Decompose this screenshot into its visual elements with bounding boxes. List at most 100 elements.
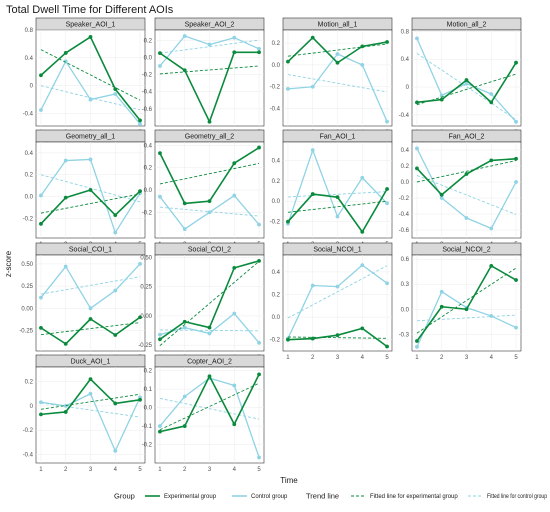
data-point-control xyxy=(207,210,212,215)
facet-label: Social_COI_2 xyxy=(188,247,231,254)
y-tick-label: 0.2 xyxy=(272,41,281,47)
trend-line-experimental xyxy=(416,160,517,183)
y-tick-label: 0.2 xyxy=(144,38,153,44)
facet-label: Social_NCOI_1 xyxy=(313,247,361,254)
data-point-control xyxy=(464,81,469,86)
data-point-control xyxy=(158,194,162,199)
data-point-experimental xyxy=(489,263,494,268)
data-point-experimental xyxy=(207,119,212,124)
data-point-control xyxy=(232,35,237,40)
data-point-experimental xyxy=(489,158,494,163)
data-point-control xyxy=(335,52,340,56)
data-point-control xyxy=(207,331,212,336)
data-point-experimental xyxy=(439,304,444,309)
data-point-experimental xyxy=(182,424,187,428)
data-point-experimental xyxy=(113,213,118,217)
y-tick-label: 0.1 xyxy=(144,387,153,393)
data-point-control xyxy=(207,42,212,47)
x-tick-label: 3 xyxy=(89,467,93,473)
y-tick-label: -0.6 xyxy=(142,107,153,113)
data-point-control xyxy=(439,196,444,200)
legend-label-fitted-experimental: Fitted line for experimental group xyxy=(370,494,458,500)
data-point-experimental xyxy=(232,265,237,270)
data-point-experimental xyxy=(464,172,469,176)
x-tick-label: 2 xyxy=(183,467,187,473)
data-point-experimental xyxy=(335,333,340,338)
facet-label: Social_NCOI_2 xyxy=(442,247,490,254)
x-tick-label: 4 xyxy=(490,355,494,361)
x-tick-label: 1 xyxy=(39,467,43,473)
panel-Duck_AOI_1: Duck_AOI_1 -0.4 -0.2 0 0.2 1 2 3 4 5 xyxy=(23,354,146,473)
data-point-experimental xyxy=(257,258,261,263)
data-point-experimental xyxy=(39,73,43,78)
panels-area: Speaker_AOI_1 -0.4 0 0.4 0.8 1 2 3 4 5 Speaker_AOI… xyxy=(19,17,522,473)
data-point-experimental xyxy=(182,201,187,206)
y-tick-label: -0.4 xyxy=(23,452,34,458)
y-tick-label: 0.2 xyxy=(272,179,281,185)
legend-label-experimental: Experimental group xyxy=(164,494,217,500)
y-tick-label: 0.00 xyxy=(140,314,152,320)
y-tick-label: 0.8 xyxy=(25,28,34,34)
facet-label: Duck_AOI_1 xyxy=(71,359,111,366)
data-point-experimental xyxy=(464,78,469,82)
legend: Group Experimental group Control group Tren… xyxy=(114,492,548,501)
y-tick-label: 0.3 xyxy=(401,282,410,288)
data-point-control xyxy=(182,394,187,399)
facet-label: Speaker_AOI_2 xyxy=(185,22,235,29)
data-point-experimental xyxy=(207,325,212,330)
data-point-experimental xyxy=(63,341,68,346)
x-tick-label: 3 xyxy=(465,355,469,361)
data-point-control xyxy=(439,289,444,294)
y-tick-label: 0.0 xyxy=(144,188,153,194)
legend-trend-title: Trend line xyxy=(306,492,339,501)
y-tick-label: 0.25 xyxy=(21,284,33,290)
y-tick-label: 0.4 xyxy=(25,56,34,62)
data-point-experimental xyxy=(207,374,212,379)
x-tick-label: 3 xyxy=(208,467,212,473)
y-axis-title: z-score xyxy=(4,250,13,277)
data-point-experimental xyxy=(310,35,315,40)
data-point-experimental xyxy=(286,59,290,64)
y-tick-label: -0.4 xyxy=(23,111,34,117)
y-tick-label: 0.4 xyxy=(272,158,281,164)
y-tick-label: 0 xyxy=(30,84,34,90)
x-tick-label: 1 xyxy=(158,467,162,473)
y-tick-label: 0.0 xyxy=(272,199,281,205)
data-point-control xyxy=(514,180,518,184)
trend-line-control xyxy=(287,265,388,319)
data-point-control xyxy=(360,263,365,268)
data-point-control xyxy=(39,108,43,112)
data-point-experimental xyxy=(113,333,118,337)
x-tick-label: 4 xyxy=(233,467,237,473)
data-point-experimental xyxy=(415,339,419,343)
x-tick-label: 5 xyxy=(385,355,389,361)
data-point-control xyxy=(113,92,118,96)
panel-Social_NCOI_1: Social_NCOI_1 -0.2 0.0 0.2 0.4 1 2 3 4 5 xyxy=(270,242,393,361)
data-point-control xyxy=(158,64,162,68)
data-point-experimental xyxy=(360,229,365,234)
data-point-experimental xyxy=(158,429,162,434)
data-point-control xyxy=(113,288,118,293)
data-point-experimental xyxy=(415,100,419,105)
data-point-experimental xyxy=(182,319,187,324)
y-tick-label: -0.2 xyxy=(23,216,34,222)
data-point-experimental xyxy=(138,315,142,320)
y-tick-label: -0.2 xyxy=(23,428,34,434)
x-tick-label: 1 xyxy=(286,355,290,361)
trend-line-experimental xyxy=(287,43,388,57)
x-axis-title: Time xyxy=(280,476,298,485)
data-point-control xyxy=(310,148,315,153)
data-point-control xyxy=(39,295,43,300)
trend-line-control xyxy=(416,314,517,322)
data-point-control xyxy=(158,332,162,337)
y-tick-label: 0.4 xyxy=(144,143,153,149)
panel-Social_COI_2: Social_COI_2-0.250.000.250.5012345 xyxy=(138,242,265,361)
data-point-experimental xyxy=(39,412,43,417)
data-point-control xyxy=(232,383,237,388)
data-point-experimental xyxy=(158,51,162,56)
data-point-control xyxy=(385,201,389,206)
y-tick-label: 0.2 xyxy=(144,369,153,375)
